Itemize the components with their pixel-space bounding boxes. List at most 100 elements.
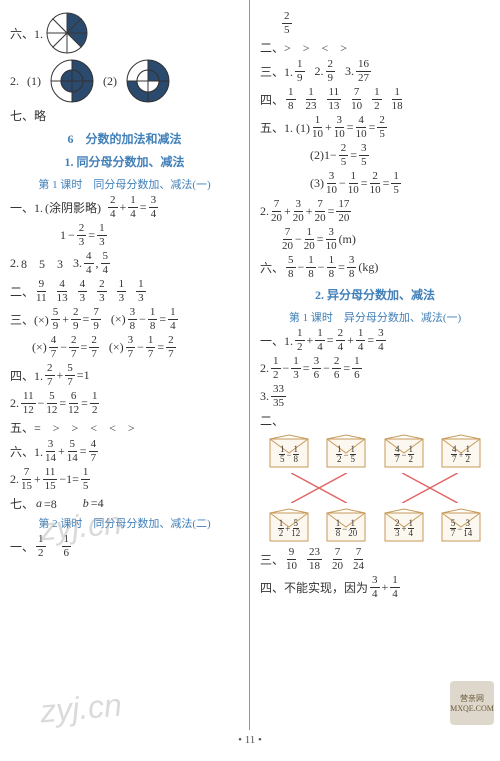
- fraction: 18: [286, 87, 296, 112]
- text: 2.: [315, 64, 324, 79]
- text: 2.: [10, 74, 19, 89]
- text: 2.: [10, 256, 19, 271]
- fraction: 13: [291, 356, 301, 381]
- line-eq: 五、1. (1) 110 + 310= 410 = 25: [260, 115, 490, 140]
- fraction: 514: [67, 439, 78, 464]
- fraction: 12: [36, 534, 46, 559]
- text: 2.: [10, 396, 19, 411]
- line-eq: (2)1− 25 = 35: [260, 143, 490, 168]
- fraction: 24: [336, 328, 346, 353]
- line-eq: 一、1. 12 + 14= 24 + 14= 34: [260, 328, 490, 353]
- text: 8 5 3: [21, 255, 63, 272]
- fraction: 720: [271, 199, 282, 224]
- fraction: 410: [356, 115, 367, 140]
- text: =4: [91, 496, 104, 511]
- op: −: [137, 340, 144, 355]
- donut-chart-2: [125, 58, 171, 104]
- line-eq: (×) 47 − 27= 27 (×) 37 − 17= 27: [10, 335, 239, 360]
- envelope-icon: 12 + 512: [268, 507, 310, 543]
- line-eq: 三、(×) 59 + 29= 79 (×) 38 − 18= 14: [10, 307, 239, 332]
- op: −: [295, 232, 302, 247]
- fraction: 24: [108, 195, 118, 220]
- text: 一、1.: [10, 199, 43, 216]
- fraction: 3335: [271, 384, 286, 409]
- fraction: 2318: [307, 547, 322, 572]
- op: +: [62, 312, 69, 327]
- page: 六、1. 2. (1) (2) 七、略 6 分数的加法和减法 1. 同分母分数加…: [0, 0, 500, 730]
- fraction: 14: [315, 328, 325, 353]
- text: 3.: [345, 64, 354, 79]
- fraction: 19: [295, 59, 305, 84]
- fraction: 314: [45, 439, 56, 464]
- fraction: 57: [65, 363, 75, 388]
- op: +: [307, 333, 314, 348]
- envelope-icon: 18 − 120: [325, 507, 367, 543]
- fraction: 25: [282, 11, 292, 36]
- fraction: 120: [304, 227, 315, 252]
- fraction: 26: [332, 356, 342, 381]
- fraction: 512: [46, 391, 57, 416]
- line: 三、1. 19 2. 29 3. 1627: [260, 59, 490, 84]
- text: (×): [32, 340, 47, 355]
- fraction: 43: [78, 279, 88, 304]
- text: 六、: [260, 259, 284, 276]
- unit: (kg): [358, 260, 378, 275]
- line: 二、> > < >: [260, 39, 490, 56]
- op: +: [284, 204, 291, 219]
- op: =: [59, 396, 66, 411]
- logo-text: MXQE.COM: [450, 704, 494, 713]
- text: 2.: [260, 361, 269, 376]
- op: −: [323, 361, 330, 376]
- text: 五、1. (1): [260, 119, 310, 136]
- fraction: 12: [295, 328, 305, 353]
- line-eq: 2. 720 + 320 + 720 = 1720: [260, 199, 490, 224]
- fraction: 38: [128, 307, 138, 332]
- line: 七、略: [10, 107, 239, 124]
- op: +: [347, 333, 354, 348]
- fraction: 123: [306, 87, 317, 112]
- fraction: 34: [376, 328, 386, 353]
- envelope-row-bottom: 12 + 512 18 − 120 23 + 14: [260, 507, 490, 543]
- column-right: 25 二、> > < > 三、1. 19 2. 29 3. 1627 四、 18…: [250, 0, 500, 730]
- fraction: 118: [392, 87, 403, 112]
- fraction: 79: [91, 307, 101, 332]
- fraction: 36: [312, 356, 322, 381]
- fraction: 12: [372, 87, 382, 112]
- var: b: [83, 496, 89, 511]
- text: (2)1−: [310, 148, 337, 163]
- fraction: 29: [326, 59, 336, 84]
- fraction: 911: [36, 279, 47, 304]
- line-eq: 六、 58 − 18 − 18 = 38 (kg): [260, 255, 490, 280]
- fraction: 15: [81, 467, 91, 492]
- op: =: [328, 204, 335, 219]
- text: 四、: [260, 91, 284, 108]
- fraction: 34: [370, 575, 380, 600]
- page-number: • 11 •: [0, 730, 500, 750]
- lesson-title: 第 1 课时 同分母分数加、减法(一): [10, 176, 239, 192]
- fraction: 18: [327, 255, 337, 280]
- fraction: 1115: [43, 467, 58, 492]
- fraction: 14: [390, 575, 400, 600]
- text: 3.: [73, 256, 82, 271]
- text: (×): [111, 312, 126, 327]
- line: 2. (1) (2): [10, 58, 239, 104]
- op: −: [60, 340, 67, 355]
- line-eq: (3) 310 − 110= 210 = 15: [260, 171, 490, 196]
- text: 二、: [260, 412, 284, 429]
- text: (1): [27, 74, 41, 89]
- fraction: 25: [377, 115, 387, 140]
- text: 七、略: [10, 107, 46, 124]
- text: 四、不能实现，因为: [260, 579, 368, 596]
- fraction: 310: [326, 171, 337, 196]
- fraction: 47: [89, 439, 99, 464]
- fraction: 910: [286, 547, 297, 572]
- line-eq: 2. 1112 − 512 = 612 = 12: [10, 391, 239, 416]
- fraction: 23: [97, 279, 107, 304]
- fraction: 18: [306, 255, 316, 280]
- line: 六、1.: [10, 11, 239, 55]
- pie-chart-1: [45, 11, 89, 55]
- op: −: [339, 176, 346, 191]
- logo-text: 营亲网: [460, 693, 484, 704]
- op: =: [317, 232, 324, 247]
- text: ,: [96, 256, 99, 271]
